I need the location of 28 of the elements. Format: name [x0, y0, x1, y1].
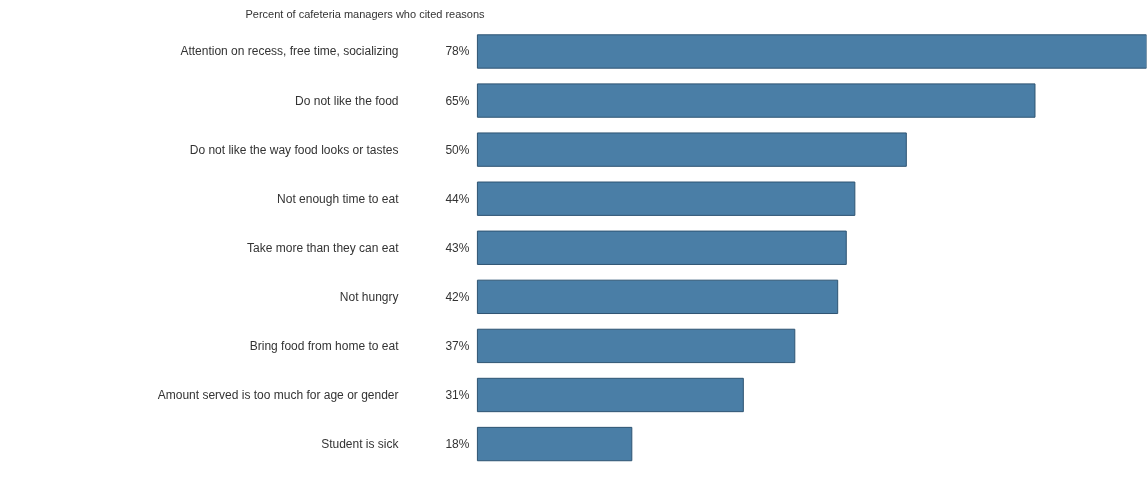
bar: [476, 328, 796, 364]
bar: [476, 34, 1147, 69]
text: Percent of cafeteria managers who cited reasons: [245, 7, 486, 20]
y-tick-label: Attention on recess, free time, socializing: [180, 44, 399, 59]
data-label: 31%: [445, 387, 470, 402]
bar: [476, 426, 633, 462]
bar: [476, 377, 744, 413]
y-tick-label: Not enough time to eat: [277, 191, 400, 206]
data-label: 65%: [445, 93, 470, 108]
data-label: 50%: [445, 142, 470, 157]
data-label: 18%: [445, 437, 470, 452]
data-label: 37%: [445, 338, 470, 353]
y-tick-label: Amount served is too much for age or gender: [157, 387, 399, 402]
y-tick-label: Do not like the food: [295, 93, 399, 108]
y-tick-label: Bring food from home to eat: [249, 338, 400, 353]
data-label: 42%: [445, 289, 470, 304]
data-label: 43%: [445, 240, 470, 255]
bar: [476, 83, 1036, 118]
y-tick-label: Take more than they can eat: [247, 240, 400, 255]
data-label: 44%: [445, 191, 470, 206]
data-label: 78%: [445, 44, 470, 59]
y-tick-label: Student is sick: [321, 437, 400, 452]
bar: [476, 230, 847, 265]
bar: [476, 181, 856, 216]
bar: [476, 279, 839, 315]
y-tick-label: Do not like the way food looks or tastes: [189, 142, 399, 157]
bar: [476, 132, 907, 167]
y-tick-label: Not hungry: [339, 289, 399, 304]
